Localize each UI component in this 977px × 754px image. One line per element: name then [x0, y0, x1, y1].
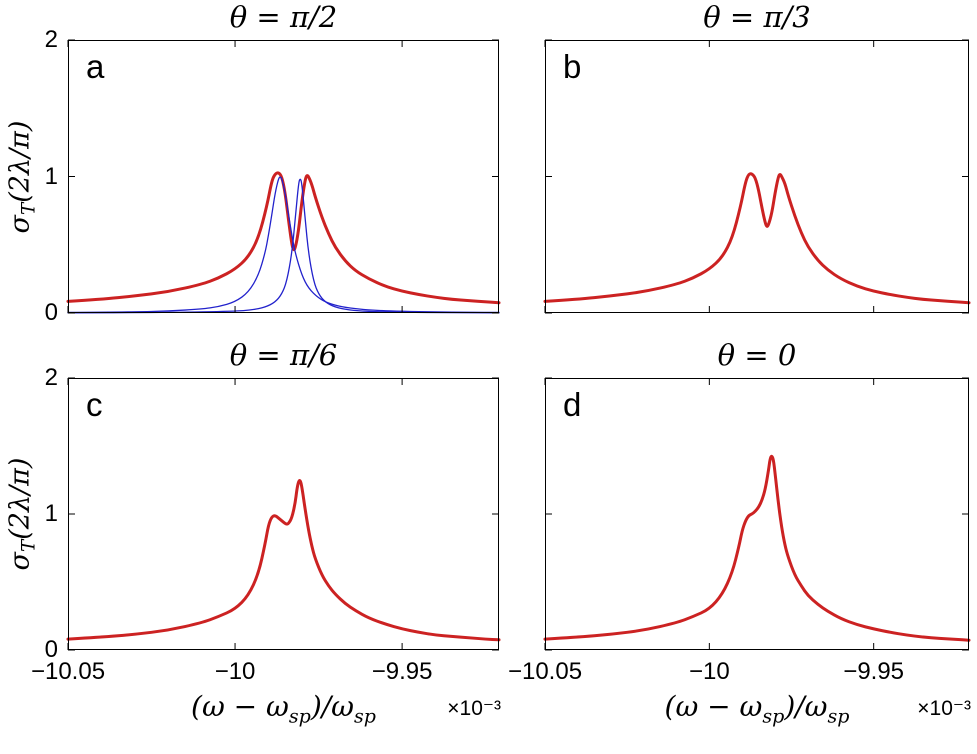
panel-c-letter: c	[86, 386, 103, 423]
y-tick-label: 0	[44, 636, 58, 663]
y-tick-label: 2	[44, 26, 58, 53]
curve-partial-lorentzian-narrow	[67, 178, 500, 314]
axes-box	[68, 378, 499, 650]
axes-plot-c	[66, 377, 501, 651]
axes-box	[545, 40, 969, 313]
y-tick-label: 0	[44, 299, 58, 326]
panel-a: θ = π/2 a σT(2λ/π) 0 1 2	[4, 0, 501, 326]
y-axis-label: σT(2λ/π)	[4, 457, 40, 571]
axes-plot-b	[543, 39, 971, 314]
curve-total-cross-section	[66, 479, 501, 642]
axes-box	[68, 40, 499, 313]
panel-b: θ = π/3 b	[543, 0, 971, 314]
x-tick-label: −10	[688, 658, 730, 685]
curve-total-cross-section	[66, 171, 501, 305]
curve-partial-lorentzian-broad	[67, 176, 500, 314]
panel-b-letter: b	[563, 48, 582, 85]
panel-a-title: θ = π/2	[229, 0, 338, 34]
x-tick-label: −10	[214, 658, 256, 685]
y-tick-label: 1	[44, 162, 58, 190]
y-tick-label: 1	[44, 500, 58, 527]
curve-total-cross-section	[543, 172, 971, 305]
x-axis-multiplier: ×10⁻³	[447, 697, 501, 720]
x-axis-label: (ω − ωsp)/ωsp	[664, 690, 850, 728]
x-tick-label: −10.05	[507, 658, 583, 685]
x-axis-label: (ω − ωsp)/ωsp	[191, 690, 376, 728]
axes-plot-a	[66, 39, 501, 314]
panel-d: θ = 0 d (ω − ωsp)/ωsp ×10⁻³ −10.05 −10 −9.…	[508, 338, 971, 728]
panel-d-title: θ = 0	[717, 338, 797, 372]
x-tick-label: −9.95	[371, 658, 433, 685]
axes-plot-d	[543, 377, 971, 651]
y-tick-label: 2	[44, 364, 58, 391]
axes-box	[545, 378, 969, 650]
panel-a-letter: a	[86, 48, 105, 85]
y-axis-label: σT(2λ/π)	[4, 120, 40, 233]
x-tick-label: −9.95	[843, 658, 905, 685]
panel-b-title: θ = π/3	[703, 0, 811, 34]
panel-d-letter: d	[563, 386, 582, 423]
x-axis-multiplier: ×10⁻³	[917, 697, 971, 720]
panel-c: θ = π/6 c σT(2λ/π) (ω − ωsp)/ωsp ×10⁻³ 0…	[4, 338, 501, 728]
x-tick-label: −10.05	[30, 658, 106, 685]
panel-c-title: θ = π/6	[229, 338, 338, 372]
curve-total-cross-section	[543, 454, 971, 642]
